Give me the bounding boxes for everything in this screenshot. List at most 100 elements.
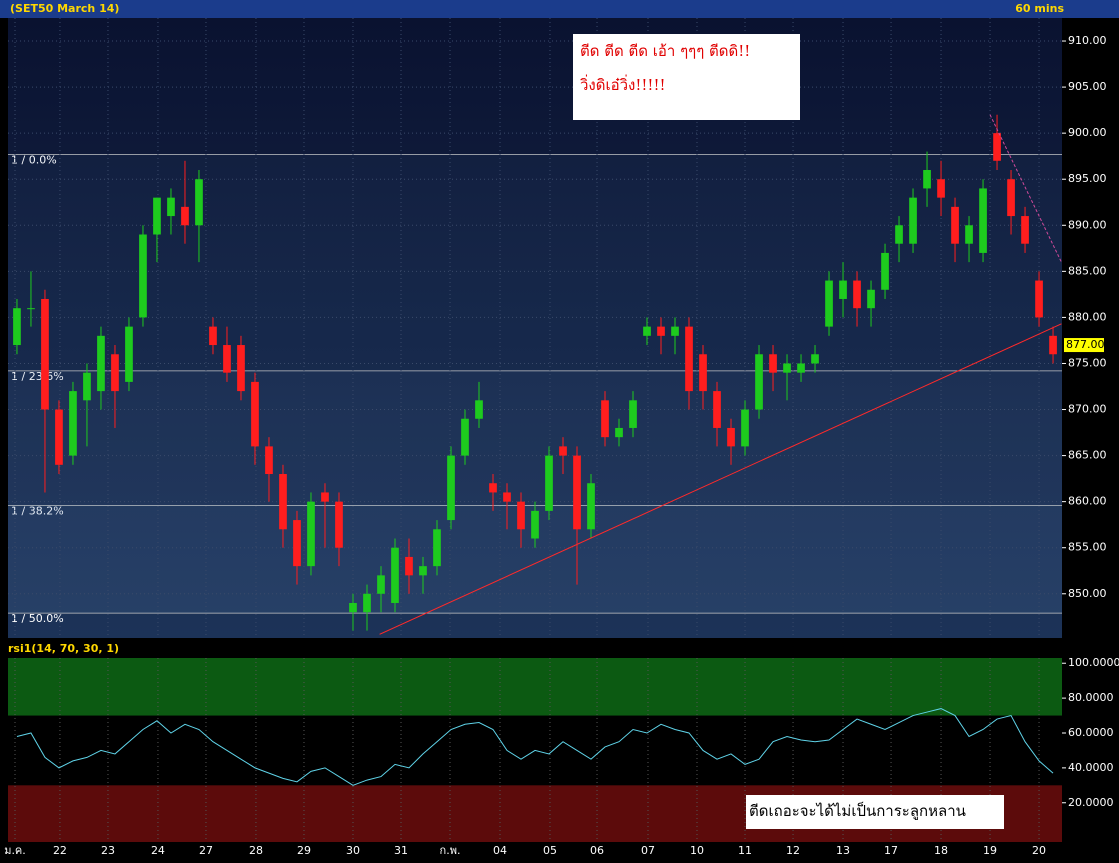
candle-body [727,427,735,447]
y-tick-label: 80.0000 [1068,691,1114,704]
annotation-box [746,795,1004,829]
candle-body [685,326,693,392]
candle-body [167,197,175,217]
candle-body [111,354,119,392]
y-tick-label: 860.00 [1068,495,1107,508]
candle-body [979,188,987,253]
x-tick-label: 28 [249,844,263,857]
y-tick-label: 850.00 [1068,587,1107,600]
candle-body [97,335,105,392]
candle-body [307,501,315,567]
candle-body [671,326,679,336]
candle-body [909,197,917,244]
y-tick-label: 870.00 [1068,403,1107,416]
candle-body [545,455,553,511]
candle-body [55,409,63,465]
y-tick-label: 885.00 [1068,264,1107,277]
overbought-zone [8,658,1062,716]
x-tick-label: 10 [690,844,704,857]
y-tick-label: 20.0000 [1068,796,1114,809]
candle-body [321,492,329,502]
candle-body [125,326,133,382]
x-tick-label: 12 [786,844,800,857]
candle-body [853,280,861,309]
candle-body [489,483,497,493]
candle-body [349,602,357,613]
annotation: วิ่งดิเอ๋วิ่ง!!!!! [579,74,665,94]
y-tick-label: 880.00 [1068,310,1107,323]
x-tick-label: 04 [493,844,507,857]
indicator-title: rsi1(14, 70, 30, 1) [8,642,119,655]
rsi-line [16,708,1054,786]
candle-body [951,206,959,244]
candle-body [713,391,721,428]
candle-body [601,400,609,438]
y-tick-label: 40.0000 [1068,761,1114,774]
candle-body [41,298,49,410]
candle-body [69,391,77,456]
candle-body [503,492,511,502]
candle-body [741,409,749,447]
candle-body [825,280,833,327]
fib-band [8,370,1062,506]
y-tick-label: 895.00 [1068,172,1107,185]
y-tick-label: 100.0000 [1068,656,1119,669]
x-tick-label: 22 [53,844,67,857]
candle-body [1035,280,1043,318]
candle-body [839,280,847,299]
fib-label: 1 / 0.0% [11,153,57,166]
candle-body [923,170,931,189]
candle-body [895,225,903,244]
x-tick-label: ก.พ. [440,844,461,857]
trendline [989,114,1062,263]
x-tick-label: 30 [346,844,360,857]
indicator-bar [0,640,1119,657]
candle-body [265,446,273,475]
annotation: ตีด ตีด ตีด เอ้า ๆๆๆ ตีดดิ!! [580,42,750,60]
header-bar [0,0,1119,18]
candle-body [153,197,161,235]
x-tick-label: 23 [101,844,115,857]
x-tick-label: 11 [738,844,752,857]
y-tick-label: 60.0000 [1068,726,1114,739]
candle-body [881,252,889,290]
candle-body [419,566,427,576]
candle-body [209,326,217,346]
fib-band [8,154,1062,371]
fib-label: 1 / 38.2% [11,504,64,517]
annotation: ตีดเถอะจะได้ไม่เป็นการะลูกหลาน [749,801,966,820]
candle-body [811,354,819,364]
y-tick-label: 905.00 [1068,80,1107,93]
trendline [379,323,1062,635]
candle-body [531,510,539,539]
candle-body [251,381,259,447]
x-tick-label: 27 [199,844,213,857]
candle-body [223,345,231,373]
candle-body [181,206,189,226]
candle-body [937,179,945,198]
candle-body [461,418,469,456]
candle-body [615,427,623,438]
chart-title: (SET50 March 14) [10,2,119,15]
candle-body [391,547,399,603]
candle-body [13,308,21,346]
y-tick-label: 900.00 [1068,126,1107,139]
candle-body [363,593,371,613]
x-tick-label: 05 [543,844,557,857]
fib-label: 1 / 50.0% [11,612,64,625]
candle-body [797,363,805,373]
candle-body [279,474,287,530]
fib-label: 1 / 23.6% [11,370,64,383]
candle-body [699,354,707,392]
candle-body [237,345,245,392]
candle-body [1049,335,1057,355]
x-tick-label: 18 [934,844,948,857]
candle-body [573,455,581,530]
candle-body [377,575,385,594]
last-price-tag [1064,338,1104,353]
y-tick-label: 890.00 [1068,218,1107,231]
candle-body [755,354,763,410]
candle-body [769,354,777,373]
candle-body [405,556,413,576]
